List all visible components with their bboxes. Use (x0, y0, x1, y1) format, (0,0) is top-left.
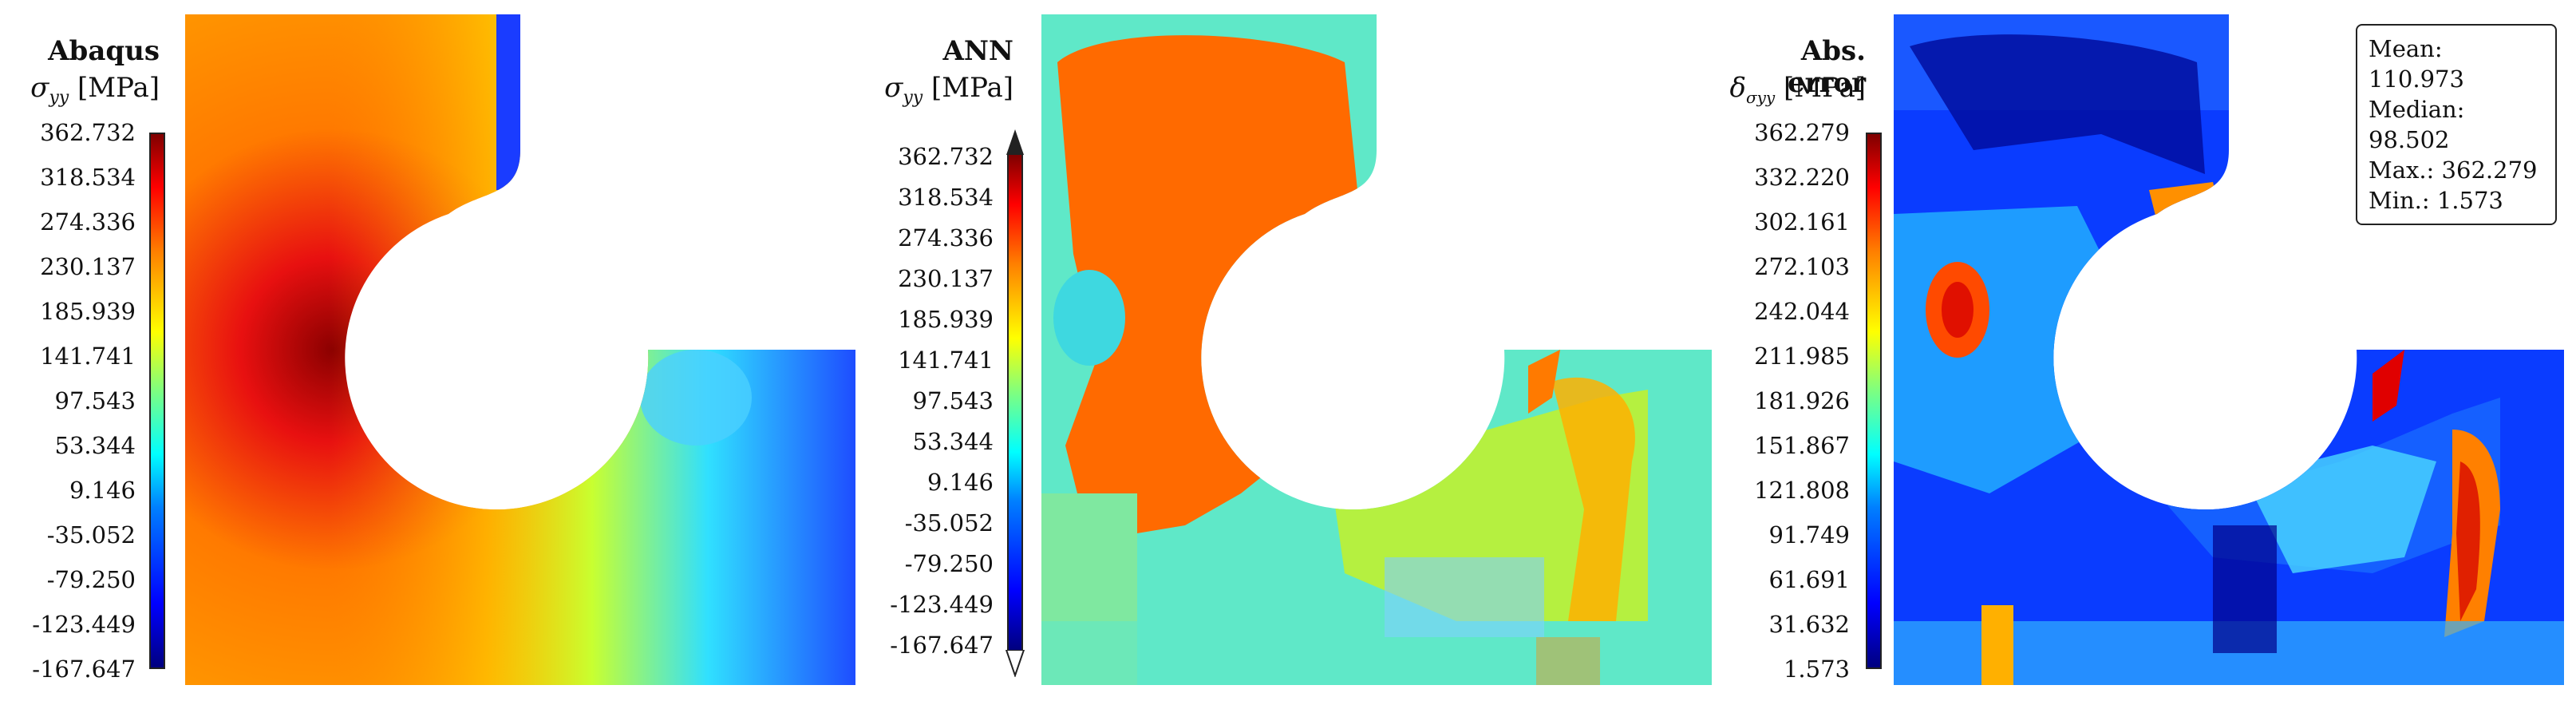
tick-label: 274.336 (898, 224, 994, 251)
tick-label: 181.926 (1754, 387, 1850, 414)
panel-subtitle: σyy [MPa] (0, 72, 160, 108)
tick-label: 151.867 (1754, 432, 1850, 459)
stats-mean: Mean: 110.973 (2369, 35, 2464, 93)
tick-label: 9.146 (69, 477, 136, 504)
tick-label: 9.146 (926, 469, 994, 496)
tick-label: 141.741 (40, 343, 136, 370)
tick-label: 185.939 (40, 298, 136, 325)
tick-label: 274.336 (40, 208, 136, 236)
panel-subtitle: σyy [MPa] (858, 72, 1013, 108)
tick-label: 332.220 (1754, 164, 1850, 191)
panel-abs-error: Abs. error δσyy [MPa] 362.279 332.220 30… (1714, 0, 2576, 701)
tick-label: 97.543 (54, 387, 136, 414)
stats-box: Mean: 110.973 Median: 98.502 Max.: 362.2… (2356, 24, 2557, 225)
tick-label: 91.749 (1768, 521, 1850, 549)
tick-label: 211.985 (1754, 343, 1850, 370)
panel-abaqus: Abaqus σyy [MPa] 362.732 318.534 274.336… (0, 0, 862, 701)
tick-label: 230.137 (898, 265, 994, 292)
tick-label: 362.732 (40, 119, 136, 146)
unit: [MPa] (1784, 72, 1866, 104)
symbol: σ (884, 72, 903, 104)
panel-title: Abaqus (48, 35, 160, 67)
tick-label: 362.279 (1754, 119, 1850, 146)
tick-label: -167.647 (32, 655, 136, 683)
tick-label: -123.449 (890, 591, 994, 618)
colorbar-arrow-top (1006, 129, 1024, 155)
symbol-subscript: σyy (1745, 87, 1776, 107)
colorbar (149, 133, 165, 669)
symbol: σ (30, 72, 49, 104)
tick-label: -167.647 (890, 632, 994, 659)
symbol-subscript: yy (903, 87, 923, 108)
tick-label: 185.939 (898, 306, 994, 333)
stats-median: Median: 98.502 (2369, 96, 2465, 153)
tick-label: 53.344 (54, 432, 136, 459)
tick-label: -35.052 (46, 521, 136, 549)
tick-label: 230.137 (40, 253, 136, 280)
tick-label: 318.534 (898, 184, 994, 211)
symbol-subscript: yy (49, 87, 69, 108)
tick-label: -123.449 (32, 611, 136, 638)
panel-ann: ANN σyy [MPa] 362.732 318.534 274.336 23… (858, 0, 1720, 701)
colorbar (1007, 153, 1023, 651)
tick-label: -79.250 (46, 566, 136, 593)
tick-label: -79.250 (904, 550, 994, 577)
error-field (1894, 14, 2564, 685)
tick-label: 141.741 (898, 347, 994, 374)
symbol: δ (1729, 72, 1746, 104)
panel-title: ANN (942, 35, 1013, 67)
tick-label: 302.161 (1754, 208, 1850, 236)
colorbar-arrow-bottom (1005, 650, 1025, 677)
tick-label: 242.044 (1754, 298, 1850, 325)
tick-label: 318.534 (40, 164, 136, 191)
tick-label: 97.543 (912, 387, 994, 414)
panel-title: Abs. error (1787, 35, 1866, 99)
tick-label: 61.691 (1768, 566, 1850, 593)
stats-max: Max.: 362.279 (2369, 156, 2538, 184)
tick-label: -35.052 (904, 509, 994, 537)
stress-field-abaqus (185, 14, 855, 685)
tick-label: 53.344 (912, 428, 994, 455)
panel-subtitle: δσyy [MPa] (1714, 72, 1866, 107)
tick-label: 272.103 (1754, 253, 1850, 280)
unit: [MPa] (931, 72, 1013, 104)
stress-field-ann (1041, 14, 1712, 685)
unit: [MPa] (77, 72, 160, 104)
colorbar (1866, 133, 1882, 669)
tick-label: 31.632 (1768, 611, 1850, 638)
stats-min: Min.: 1.573 (2369, 187, 2503, 214)
tick-label: 1.573 (1783, 655, 1850, 683)
tick-label: 362.732 (898, 143, 994, 170)
tick-label: 121.808 (1754, 477, 1850, 504)
